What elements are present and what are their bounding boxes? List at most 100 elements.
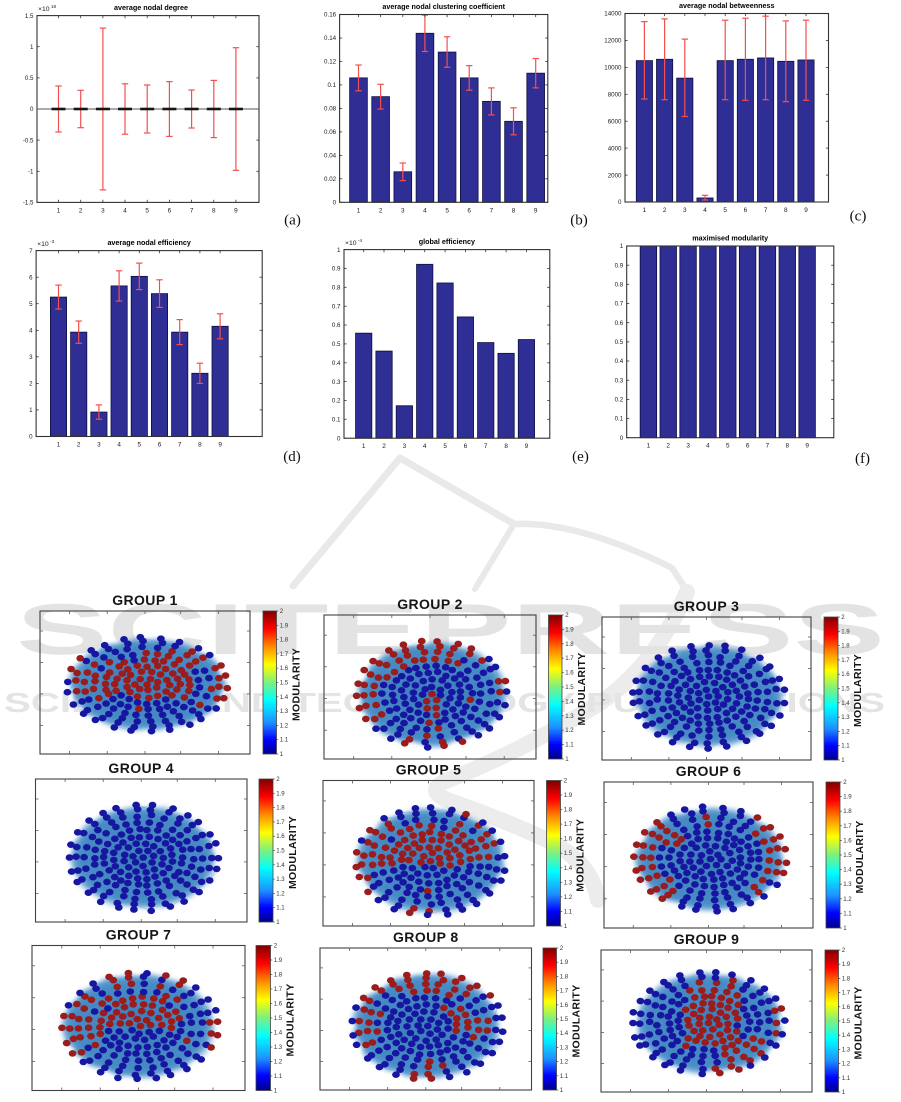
svg-text:GROUP 2: GROUP 2 [397, 596, 463, 612]
svg-text:0: 0 [30, 106, 34, 113]
svg-text:1.7: 1.7 [280, 651, 289, 658]
svg-text:3: 3 [403, 443, 407, 450]
svg-text:1.2: 1.2 [560, 1059, 569, 1066]
svg-text:1.4: 1.4 [276, 862, 285, 869]
svg-text:1.5: 1.5 [274, 1015, 283, 1022]
svg-text:5: 5 [723, 207, 727, 214]
svg-text:1.4: 1.4 [274, 1030, 283, 1037]
svg-text:9: 9 [534, 207, 538, 214]
svg-text:2: 2 [77, 442, 81, 449]
svg-text:1.8: 1.8 [280, 637, 289, 644]
svg-text:12000: 12000 [604, 38, 622, 45]
svg-text:1.1: 1.1 [276, 905, 285, 912]
svg-text:0.14: 0.14 [324, 35, 337, 42]
svg-text:1.9: 1.9 [843, 794, 852, 801]
svg-text:GROUP 7: GROUP 7 [106, 927, 172, 943]
svg-text:1.9: 1.9 [841, 628, 850, 635]
svg-text:1.2: 1.2 [565, 727, 574, 734]
svg-text:0.12: 0.12 [324, 59, 337, 66]
svg-text:1: 1 [620, 243, 624, 250]
svg-text:9: 9 [804, 207, 808, 214]
svg-text:5: 5 [145, 208, 149, 215]
svg-text:0: 0 [620, 435, 624, 442]
svg-text:1.3: 1.3 [274, 1044, 283, 1051]
svg-text:1.1: 1.1 [560, 1073, 569, 1080]
svg-text:10000: 10000 [604, 65, 622, 72]
svg-text:1.7: 1.7 [560, 988, 569, 995]
svg-text:18: 18 [51, 4, 57, 9]
svg-text:×10: ×10 [38, 6, 50, 13]
svg-text:1.4: 1.4 [280, 694, 289, 701]
svg-text:2000: 2000 [608, 172, 622, 179]
svg-text:1.3: 1.3 [843, 881, 852, 888]
svg-text:1.3: 1.3 [564, 879, 573, 886]
svg-text:0: 0 [337, 435, 341, 442]
svg-text:GROUP 9: GROUP 9 [674, 931, 740, 947]
svg-text:average nodal degree: average nodal degree [114, 3, 188, 12]
svg-text:1.7: 1.7 [274, 986, 283, 993]
svg-text:0.2: 0.2 [332, 398, 341, 405]
svg-text:1.1: 1.1 [841, 743, 850, 750]
svg-text:1.8: 1.8 [841, 643, 850, 650]
svg-text:8: 8 [784, 207, 788, 214]
svg-text:1.6: 1.6 [280, 665, 289, 672]
svg-text:1.3: 1.3 [842, 1046, 851, 1053]
svg-text:0.5: 0.5 [615, 339, 624, 346]
svg-text:0.4: 0.4 [332, 360, 341, 367]
svg-text:1.2: 1.2 [843, 896, 852, 903]
svg-text:1.6: 1.6 [274, 1001, 283, 1008]
svg-text:0.6: 0.6 [332, 322, 341, 329]
svg-text:0.1: 0.1 [332, 417, 341, 424]
svg-text:1.9: 1.9 [274, 957, 283, 964]
svg-text:7: 7 [766, 443, 770, 450]
svg-text:4000: 4000 [608, 145, 622, 152]
svg-text:0.8: 0.8 [615, 282, 624, 289]
svg-text:1.6: 1.6 [564, 836, 573, 843]
svg-text:1.9: 1.9 [564, 792, 573, 799]
svg-text:1: 1 [647, 443, 651, 450]
svg-text:-1: -1 [28, 169, 34, 176]
svg-text:1.2: 1.2 [276, 890, 285, 897]
svg-text:4: 4 [703, 207, 707, 214]
svg-text:0.2: 0.2 [615, 397, 624, 404]
svg-text:0.7: 0.7 [332, 303, 341, 310]
svg-text:1.1: 1.1 [565, 742, 574, 749]
svg-text:1.5: 1.5 [276, 848, 285, 855]
svg-text:1.3: 1.3 [560, 1044, 569, 1051]
svg-text:1.5: 1.5 [843, 852, 852, 859]
svg-text:1.9: 1.9 [560, 959, 569, 966]
svg-text:0.6: 0.6 [615, 320, 624, 327]
svg-text:3: 3 [101, 208, 105, 215]
svg-text:1.2: 1.2 [564, 894, 573, 901]
svg-text:8: 8 [786, 443, 790, 450]
svg-text:8: 8 [198, 442, 202, 449]
svg-text:1: 1 [357, 207, 361, 214]
svg-text:8: 8 [212, 208, 216, 215]
svg-text:1.5: 1.5 [280, 680, 289, 687]
svg-text:1: 1 [29, 407, 33, 414]
svg-text:1.9: 1.9 [842, 961, 851, 968]
svg-text:1.5: 1.5 [841, 686, 850, 693]
svg-text:7: 7 [190, 208, 194, 215]
svg-text:(d): (d) [283, 449, 301, 465]
svg-text:1.9: 1.9 [276, 790, 285, 797]
svg-text:MODULARITY: MODULARITY [291, 648, 303, 721]
svg-text:1.1: 1.1 [280, 737, 289, 744]
svg-text:0.5: 0.5 [25, 75, 34, 82]
svg-text:6: 6 [158, 442, 162, 449]
svg-text:(a): (a) [284, 213, 301, 229]
svg-text:0: 0 [29, 434, 33, 441]
svg-text:4: 4 [706, 443, 710, 450]
svg-text:1.4: 1.4 [843, 867, 852, 874]
svg-text:0.5: 0.5 [332, 341, 341, 348]
svg-text:-0.5: -0.5 [23, 137, 34, 144]
svg-text:5: 5 [29, 301, 33, 308]
svg-text:3: 3 [683, 207, 687, 214]
svg-text:5: 5 [443, 443, 447, 450]
svg-text:8000: 8000 [608, 92, 622, 99]
svg-text:1.8: 1.8 [276, 805, 285, 812]
svg-text:2: 2 [79, 208, 83, 215]
svg-text:1.1: 1.1 [842, 1075, 851, 1082]
svg-text:1: 1 [362, 443, 366, 450]
svg-text:1.5: 1.5 [842, 1018, 851, 1025]
